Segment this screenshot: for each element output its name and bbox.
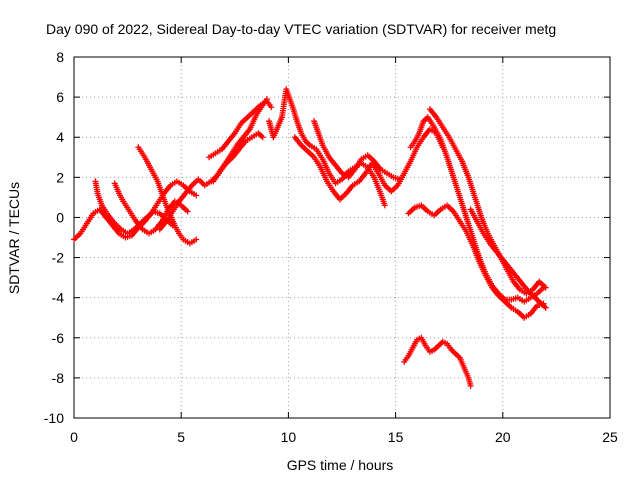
chart-title: Day 090 of 2022, Sidereal Day-to-day VTE… <box>46 21 556 37</box>
y-tick-label: 8 <box>56 49 64 65</box>
data-point <box>184 208 191 215</box>
y-tick-label: 4 <box>56 129 64 145</box>
axes: 0 5 10 15 20 25 -10 -8 -6 -4 -2 0 2 4 6 8 <box>44 49 618 445</box>
y-tick-label: -8 <box>52 370 65 386</box>
series-sat-o <box>401 334 474 389</box>
series-sat-n <box>467 206 549 311</box>
series-sat-f <box>206 98 275 161</box>
data-point <box>542 284 549 291</box>
data-point <box>193 236 200 243</box>
data-point <box>396 176 403 183</box>
x-tick-label: 0 <box>70 429 78 445</box>
data-point <box>467 382 474 389</box>
data-point <box>259 134 266 141</box>
y-tick-label: 2 <box>56 169 64 185</box>
y-tick-label: -10 <box>44 410 64 426</box>
data-point <box>381 202 388 209</box>
y-tick-label: -2 <box>52 250 65 266</box>
x-tick-label: 15 <box>388 429 404 445</box>
series-sat-b <box>92 178 176 237</box>
y-tick-label: 6 <box>56 89 64 105</box>
x-axis-label: GPS time / hours <box>287 457 394 473</box>
x-tick-label: 5 <box>177 429 185 445</box>
y-tick-label: -6 <box>52 330 65 346</box>
x-tick-label: 20 <box>495 429 511 445</box>
series-sat-h <box>266 86 388 209</box>
series-sat-j <box>311 118 403 183</box>
series-sat-l <box>407 114 547 305</box>
data-points <box>71 86 549 389</box>
y-tick-label: -4 <box>52 290 65 306</box>
data-point <box>268 104 275 111</box>
x-tick-label: 10 <box>281 429 297 445</box>
x-tick-label: 25 <box>602 429 618 445</box>
series-sat-g <box>210 130 266 185</box>
y-tick-label: 0 <box>56 209 64 225</box>
data-point <box>542 304 549 311</box>
data-point <box>193 192 200 199</box>
y-axis-label: SDTVAR / TECUs <box>6 182 22 294</box>
